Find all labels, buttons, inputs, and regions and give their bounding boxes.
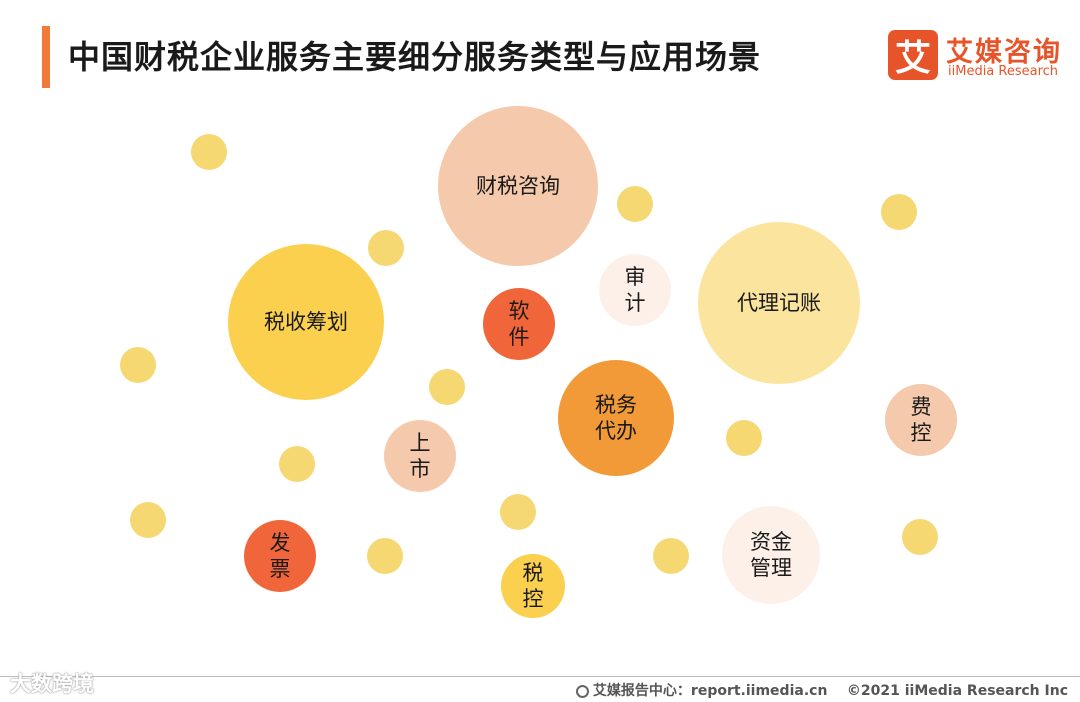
decor-dot (130, 502, 166, 538)
iimedia-logo: 艾 艾媒咨询 iiMedia Research (888, 30, 1063, 82)
decor-dot (367, 538, 403, 574)
bubble-tax-consulting: 财税咨询 (438, 106, 598, 266)
logo-name-cn: 艾媒咨询 (946, 37, 1062, 68)
bubble-audit: 审计 (599, 254, 671, 326)
footer: 艾媒报告中心：report.iimedia.cn ©2021 iiMedia R… (575, 680, 1068, 700)
bubble-label: 发票 (269, 530, 291, 581)
footer-source: 艾媒报告中心：report.iimedia.cn (592, 683, 828, 699)
logo-mark: 艾 (888, 30, 938, 80)
decor-dot (368, 230, 404, 266)
decor-dot (902, 519, 938, 555)
bubble-fund-management: 资金管理 (722, 506, 820, 604)
decor-dot (881, 194, 917, 230)
bubble-tax-control: 税控 (501, 554, 565, 618)
title-accent-bar (42, 26, 50, 88)
bubble-tax-planning: 税收筹划 (228, 244, 384, 400)
bubble-label: 税务代办 (595, 392, 637, 443)
decor-dot (617, 186, 653, 222)
bubble-bookkeeping: 代理记账 (698, 222, 860, 384)
bubble-label: 资金管理 (750, 529, 792, 580)
bubble-expense-control: 费控 (885, 384, 957, 456)
bubble-software: 软件 (483, 288, 555, 360)
bubble-tax-agency: 税务代办 (558, 360, 674, 476)
bubble-listing: 上市 (384, 420, 456, 492)
decor-dot (429, 369, 465, 405)
decor-dot (653, 538, 689, 574)
bubble-invoice: 发票 (244, 520, 316, 592)
bubble-label: 审计 (624, 264, 646, 315)
footer-copyright: ©2021 iiMedia Research Inc (846, 683, 1068, 699)
bubble-label: 上市 (409, 430, 431, 481)
bubble-label: 税收筹划 (264, 309, 348, 334)
decor-dot (279, 446, 315, 482)
bubble-label: 财税咨询 (476, 173, 560, 198)
globe-icon (575, 685, 589, 698)
bubble-label: 代理记账 (737, 290, 821, 315)
page-title: 中国财税企业服务主要细分服务类型与应用场景 (68, 38, 762, 76)
bubble-label: 税控 (522, 560, 544, 611)
decor-dot (120, 347, 156, 383)
decor-dot (500, 494, 536, 530)
decor-dot (726, 420, 762, 456)
logo-name-en: iiMedia Research (948, 64, 1059, 79)
bubble-label: 费控 (910, 394, 932, 445)
bubble-label: 软件 (508, 298, 530, 349)
decor-dot (191, 134, 227, 170)
watermark: 大数跨境 (10, 672, 94, 696)
footer-divider (0, 676, 1080, 677)
